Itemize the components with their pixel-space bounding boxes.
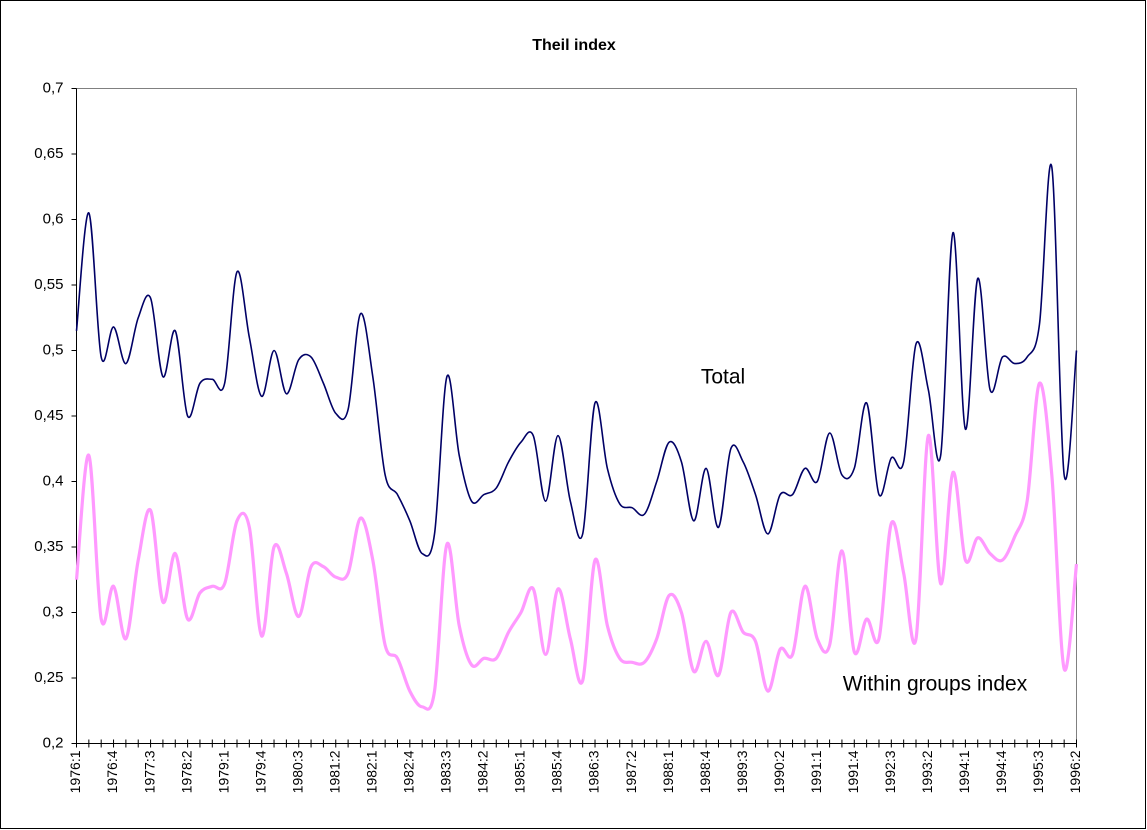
- y-tick-label: 0,35: [34, 538, 63, 555]
- x-tick-label: 1977:3: [141, 750, 157, 793]
- x-tick-label: 1979:1: [215, 750, 231, 793]
- x-tick-label: 1982:4: [401, 750, 417, 793]
- chart-title: Theil index: [532, 37, 616, 54]
- x-tick-label: 1995:3: [1030, 750, 1046, 793]
- x-tick-label: 1987:2: [623, 750, 639, 793]
- series-line: [74, 381, 1079, 711]
- x-tick-label: 1992:3: [882, 750, 898, 793]
- x-tick-label: 1984:2: [475, 750, 491, 793]
- x-tick-label: 1985:1: [512, 750, 528, 793]
- x-tick-label: 1976:1: [67, 750, 83, 793]
- x-tick-label: 1979:4: [252, 750, 268, 793]
- x-tick-label: 1980:3: [289, 750, 305, 793]
- x-tick-label: 1994:1: [956, 750, 972, 793]
- series-label: Within groups index: [843, 673, 1028, 696]
- x-tick-label: 1985:4: [549, 750, 565, 793]
- series-line: [75, 163, 1078, 557]
- y-tick-label: 0,3: [43, 603, 64, 620]
- x-tick-label: 1994:4: [993, 750, 1009, 793]
- x-tick-label: 1988:4: [697, 750, 713, 793]
- x-tick-label: 1988:1: [660, 750, 676, 793]
- x-tick-label: 1990:2: [771, 750, 787, 793]
- x-tick-label: 1993:2: [919, 750, 935, 793]
- y-tick-label: 0,5: [43, 341, 64, 358]
- y-tick-label: 0,25: [34, 669, 63, 686]
- y-tick-label: 0,65: [34, 145, 63, 162]
- x-tick-label: 1989:3: [734, 750, 750, 793]
- series-label: Total: [701, 366, 745, 389]
- y-tick-label: 0,7: [43, 79, 64, 96]
- y-tick-label: 0,4: [43, 472, 64, 489]
- x-tick-label: 1981:2: [326, 750, 342, 793]
- x-tick-label: 1983:3: [438, 750, 454, 793]
- y-tick-label: 0,2: [43, 734, 64, 751]
- x-tick-label: 1996:2: [1067, 750, 1083, 793]
- x-tick-label: 1991:4: [845, 750, 861, 793]
- y-tick-label: 0,55: [34, 276, 63, 293]
- x-tick-label: 1991:1: [808, 750, 824, 793]
- x-tick-label: 1976:4: [104, 750, 120, 793]
- y-tick-label: 0,45: [34, 407, 63, 424]
- x-tick-label: 1982:1: [363, 750, 379, 793]
- x-tick-label: 1978:2: [178, 750, 194, 793]
- x-tick-label: 1986:3: [586, 750, 602, 793]
- y-tick-label: 0,6: [43, 210, 64, 227]
